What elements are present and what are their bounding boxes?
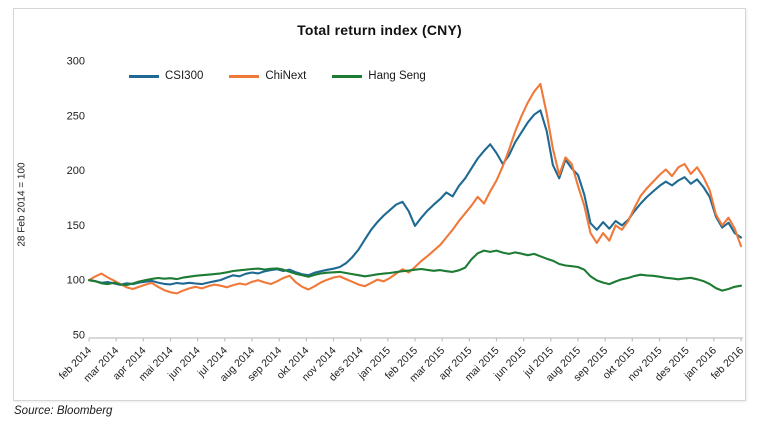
y-tick-label: 200 bbox=[67, 165, 85, 177]
chart-figure: Total return index (CNY) CSI300 ChiNext … bbox=[13, 8, 746, 401]
legend-item-hang-seng: Hang Seng bbox=[332, 70, 426, 82]
legend-label-hang-seng: Hang Seng bbox=[368, 70, 426, 82]
legend-item-chinext: ChiNext bbox=[229, 70, 306, 82]
hang-seng-line-swatch bbox=[332, 74, 363, 78]
y-tick-label: 250 bbox=[67, 110, 85, 122]
y-tick-label: 50 bbox=[73, 330, 85, 342]
chart-title: Total return index (CNY) bbox=[297, 22, 462, 38]
legend-label-csi300: CSI300 bbox=[165, 70, 204, 82]
legend-label-chinext: ChiNext bbox=[265, 70, 307, 82]
csi300-line-swatch bbox=[129, 74, 159, 78]
series-line-csi300 bbox=[87, 109, 743, 286]
y-tick-label: 150 bbox=[67, 220, 85, 232]
chart-legend: CSI300 ChiNext Hang Seng bbox=[129, 70, 426, 82]
y-tick-label: 300 bbox=[67, 56, 85, 68]
legend-item-csi300: CSI300 bbox=[129, 70, 203, 82]
series-line-hang-seng bbox=[87, 249, 743, 292]
chinext-line-swatch bbox=[229, 74, 260, 78]
source-note: Source: Bloomberg bbox=[14, 405, 113, 417]
y-tick-label: 100 bbox=[67, 275, 85, 287]
series-line-chinext bbox=[87, 82, 743, 295]
